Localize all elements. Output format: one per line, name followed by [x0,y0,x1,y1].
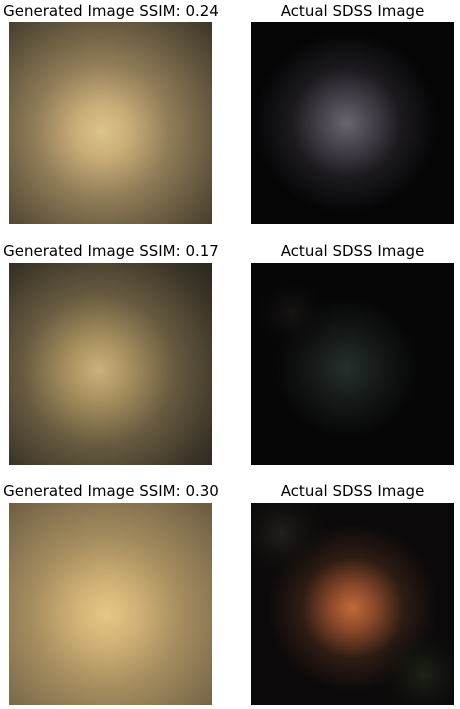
generated-image-title: Generated Image SSIM: 0.30 [3,482,219,500]
actual-sdss-image [251,503,454,705]
generated-galaxy-image [9,263,212,465]
generated-image-title: Generated Image SSIM: 0.17 [3,242,219,260]
actual-sdss-image [251,263,454,465]
actual-image-title: Actual SDSS Image [280,482,425,500]
generated-galaxy-image [9,503,212,705]
generated-image-title: Generated Image SSIM: 0.24 [3,2,219,20]
generated-galaxy-image [9,22,212,224]
actual-image-title: Actual SDSS Image [280,242,425,260]
actual-sdss-image [251,22,454,224]
actual-image-title: Actual SDSS Image [280,2,425,20]
